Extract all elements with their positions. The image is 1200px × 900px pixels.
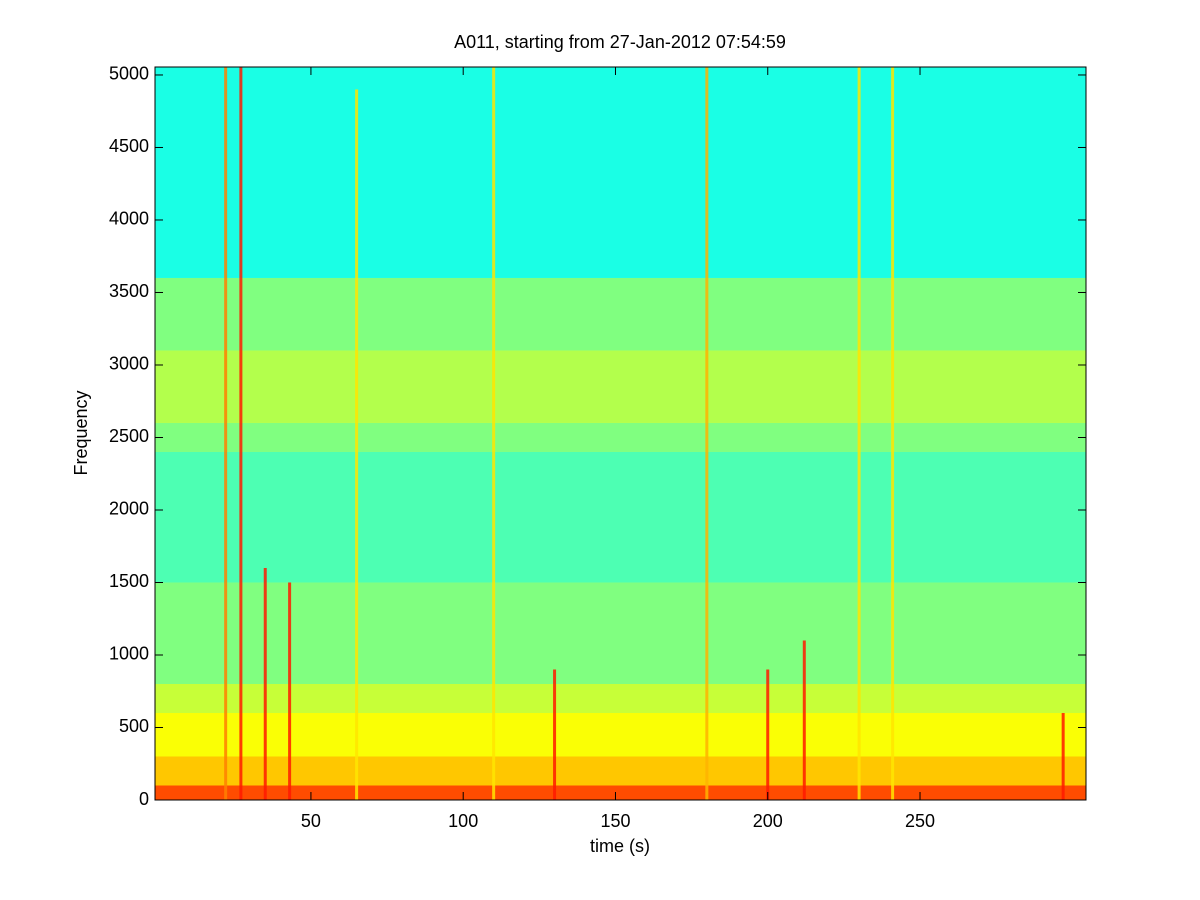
x-tick-label: 250 [905, 811, 935, 831]
streak [492, 67, 496, 800]
frequency-band [155, 785, 1086, 800]
x-axis-label: time (s) [590, 836, 650, 856]
streak [355, 89, 359, 800]
streak [1061, 712, 1065, 800]
x-tick-label: 200 [753, 811, 783, 831]
streak [553, 669, 557, 800]
streak [263, 567, 267, 800]
y-tick-label: 1500 [109, 571, 149, 591]
streak [705, 67, 709, 800]
streak [857, 67, 861, 800]
y-tick-label: 3500 [109, 281, 149, 301]
streak [802, 640, 806, 800]
streak [288, 582, 292, 800]
x-tick-label: 50 [301, 811, 321, 831]
x-tick-label: 150 [600, 811, 630, 831]
y-tick-label: 500 [119, 716, 149, 736]
y-tick-label: 3000 [109, 354, 149, 374]
y-tick-label: 2000 [109, 499, 149, 519]
frequency-band [155, 756, 1086, 786]
y-tick-label: 1000 [109, 644, 149, 664]
frequency-band [155, 683, 1086, 713]
y-tick-label: 2500 [109, 426, 149, 446]
frequency-band [155, 712, 1086, 757]
streak [766, 669, 770, 800]
axes-frame [154, 66, 1087, 801]
streak [224, 67, 228, 800]
frequency-band [155, 582, 1086, 684]
y-axis-label: Frequency [71, 390, 91, 475]
frequency-band [155, 67, 1086, 278]
frequency-band [155, 422, 1086, 452]
y-tick-label: 4000 [109, 209, 149, 229]
x-tick-label: 100 [448, 811, 478, 831]
y-tick-label: 5000 [109, 64, 149, 84]
y-tick-label: 4500 [109, 136, 149, 156]
frequency-band [155, 350, 1086, 423]
streak [239, 67, 243, 800]
chart-title: A011, starting from 27-Jan-2012 07:54:59 [454, 32, 786, 52]
y-tick-label: 0 [139, 789, 149, 809]
frequency-band [155, 451, 1086, 583]
streak [891, 67, 895, 800]
frequency-band [155, 277, 1086, 351]
